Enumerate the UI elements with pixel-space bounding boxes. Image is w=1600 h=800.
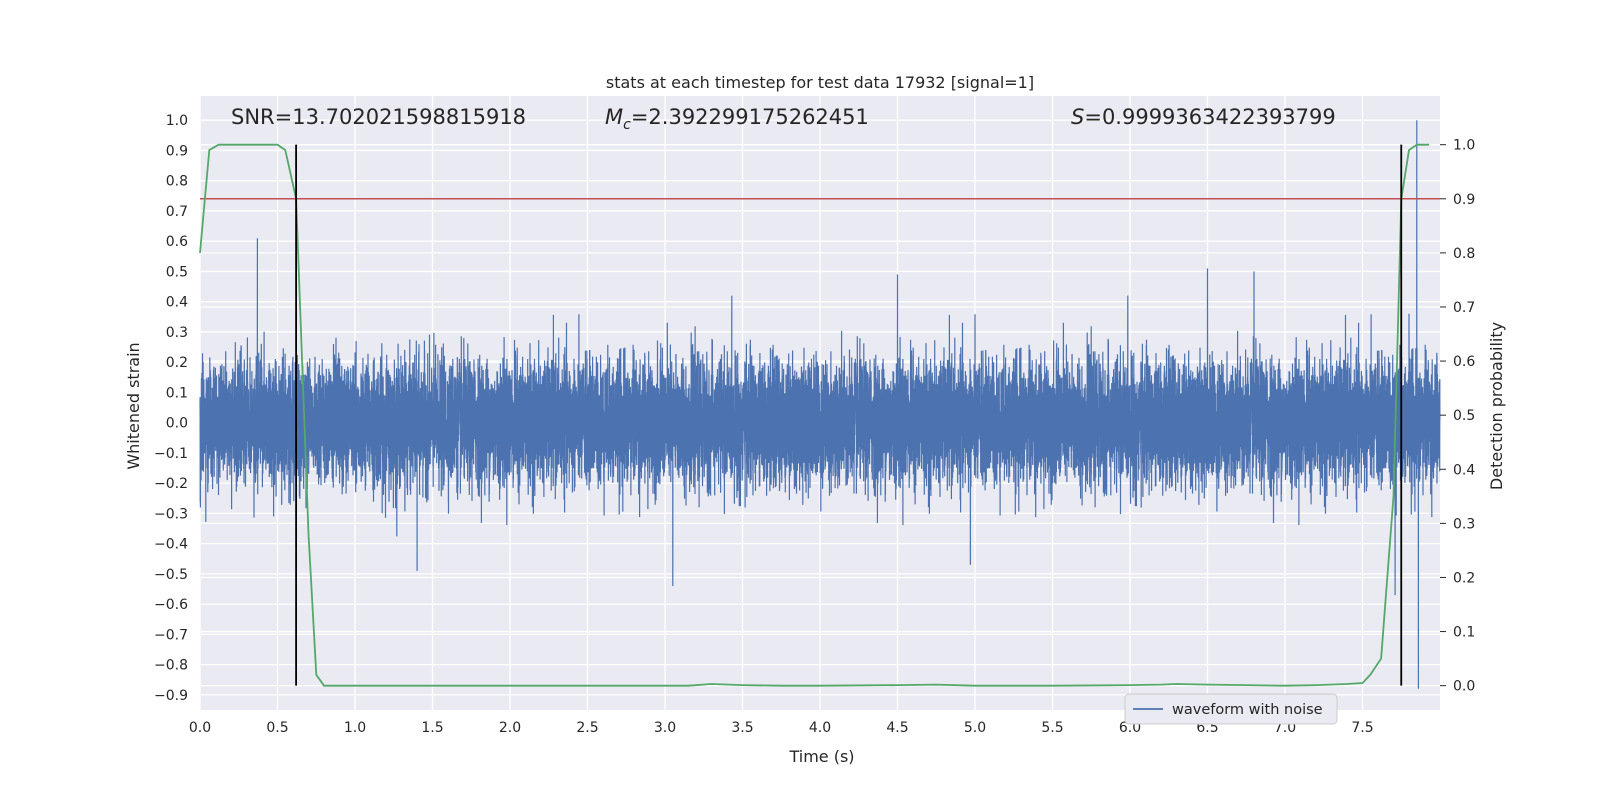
x-tick-label: 7.5: [1351, 720, 1373, 736]
left-y-tick-label: −0.8: [154, 658, 188, 674]
left-y-tick-label: 0.6: [166, 234, 188, 250]
legend: waveform with noise: [1124, 693, 1338, 725]
x-tick-label: 3.0: [654, 720, 676, 736]
left-y-tick-label: 0.1: [166, 385, 188, 401]
left-y-tick-label: 0.0: [166, 416, 188, 432]
right-y-tick-label: 0.4: [1453, 462, 1475, 478]
legend-box: [1124, 693, 1338, 725]
legend-label-waveform: waveform with noise: [1172, 702, 1323, 718]
left-y-tick-label: 0.8: [166, 174, 188, 190]
left-y-axis-label: Whitened strain: [124, 342, 143, 469]
right-y-tick-label: 0.5: [1453, 408, 1475, 424]
left-y-tick-label: −0.4: [154, 537, 188, 553]
left-y-tick-label: −0.2: [154, 476, 188, 492]
left-y-tick-label: −0.5: [154, 567, 188, 583]
left-y-tick-labels: 1.0 0.9 0.8 0.7 0.6 0.5 0.4 0.3 0.2 0.1 0.0 −0.1 −0.…: [154, 113, 188, 704]
chart-title: stats at each timestep for test data 179…: [606, 73, 1034, 92]
x-tick-label: 3.5: [731, 720, 753, 736]
detection-markers: [295, 144, 1403, 686]
x-tick-label: 0.5: [266, 720, 288, 736]
x-tick-label: 5.0: [964, 720, 986, 736]
left-y-tick-label: −0.6: [154, 597, 188, 613]
x-tick-label: 1.5: [421, 720, 443, 736]
right-y-tick-label: 0.6: [1453, 354, 1475, 370]
x-tick-label: 2.5: [576, 720, 598, 736]
x-tick-label: 4.5: [886, 720, 908, 736]
chirp-mass-annotation: Mc=2.392299175262451: [605, 105, 869, 133]
right-y-tick-label: 0.3: [1453, 516, 1475, 532]
left-y-tick-label: 0.4: [166, 295, 188, 311]
left-y-tick-label: 0.5: [166, 264, 188, 280]
x-axis-label: Time (s): [788, 747, 854, 766]
left-y-tick-label: 0.3: [166, 325, 188, 341]
left-y-tick-label: −0.1: [154, 446, 188, 462]
right-y-tick-label: 0.1: [1453, 625, 1475, 641]
x-tick-label: 2.0: [499, 720, 521, 736]
right-y-axis-label: Detection probability: [1487, 322, 1506, 490]
left-y-tick-label: 0.2: [166, 355, 188, 371]
score-annotation: S=0.9999363422393799: [1071, 105, 1336, 129]
left-y-tick-label: −0.7: [154, 627, 188, 643]
x-tick-label: 1.0: [344, 720, 366, 736]
right-y-tick-label: 0.9: [1453, 192, 1475, 208]
left-y-tick-label: −0.3: [154, 506, 188, 522]
right-y-tick-label: 0.0: [1453, 679, 1475, 695]
x-tick-label: 0.0: [189, 720, 211, 736]
right-y-tick-label: 1.0: [1453, 138, 1475, 154]
snr-annotation: SNR=13.702021598815918: [231, 105, 526, 129]
right-y-tick-labels: 1.0 0.9 0.8 0.7 0.6 0.5 0.4 0.3 0.2 0.1 0.0: [1440, 138, 1475, 695]
left-y-tick-label: −0.9: [154, 688, 188, 704]
right-y-tick-label: 0.7: [1453, 300, 1475, 316]
series-line-detection-probability: [199, 143, 1430, 687]
x-tick-label: 5.5: [1041, 720, 1063, 736]
right-y-tick-label: 0.2: [1453, 570, 1475, 586]
left-y-tick-label: 0.9: [166, 143, 188, 159]
left-y-tick-label: 1.0: [166, 113, 188, 129]
series-line-waveform: [199, 120, 1441, 689]
left-y-tick-label: 0.7: [166, 204, 188, 220]
right-y-tick-label: 0.8: [1453, 246, 1475, 262]
x-tick-label: 4.0: [809, 720, 831, 736]
x-tick-labels: 0.0 0.5 1.0 1.5 2.0 2.5 3.0 3.5 4.0 4.5 5.0 5.5 6.0 6…: [189, 720, 1374, 736]
